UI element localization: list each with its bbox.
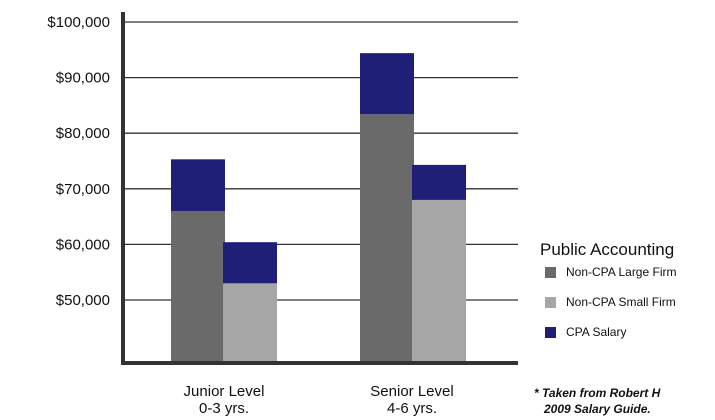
- legend-item-label: Non-CPA Large Firm: [566, 265, 676, 279]
- category-label-line-2: 4-6 yrs.: [387, 400, 437, 417]
- y-tick-label: $50,000: [56, 292, 110, 309]
- bar-cpa-segment: [360, 53, 414, 115]
- y-tick-label: $60,000: [56, 236, 110, 253]
- legend-swatch: [545, 267, 556, 278]
- bar-base-segment: [412, 199, 466, 363]
- footnote-line-2: 2009 Salary Guide.: [543, 402, 651, 416]
- bars: [171, 53, 466, 364]
- y-tick-label: $90,000: [56, 70, 110, 87]
- footnote-line-1: * Taken from Robert H: [534, 386, 661, 400]
- axes: [121, 12, 518, 365]
- category-label-line-1: Senior Level: [370, 383, 453, 400]
- bar-base-segment: [171, 211, 225, 363]
- category-label-line-1: Junior Level: [184, 383, 265, 400]
- y-tick-label: $100,000: [47, 14, 110, 31]
- y-tick-label: $80,000: [56, 125, 110, 142]
- bar-cpa-segment: [223, 242, 277, 284]
- y-axis-tick-labels: $100,000 $90,000 $80,000 $70,000 $60,000 $50,…: [47, 14, 110, 309]
- legend-swatch: [545, 297, 556, 308]
- bar-cpa-segment: [171, 159, 225, 212]
- bar-base-segment: [223, 283, 277, 363]
- legend-swatch: [545, 327, 556, 338]
- legend-item-label: Non-CPA Small Firm: [566, 295, 676, 309]
- legend-item-label: CPA Salary: [566, 325, 626, 339]
- legend: Public Accounting Non-CPA Large Firm Non-…: [540, 240, 676, 339]
- bar-cpa-segment: [412, 164, 466, 200]
- bar-base-segment: [360, 114, 414, 364]
- legend-title: Public Accounting: [540, 240, 674, 259]
- footnote: * Taken from Robert H 2009 Salary Guide.: [534, 386, 661, 416]
- y-tick-label: $70,000: [56, 181, 110, 198]
- category-label-line-2: 0-3 yrs.: [199, 400, 249, 417]
